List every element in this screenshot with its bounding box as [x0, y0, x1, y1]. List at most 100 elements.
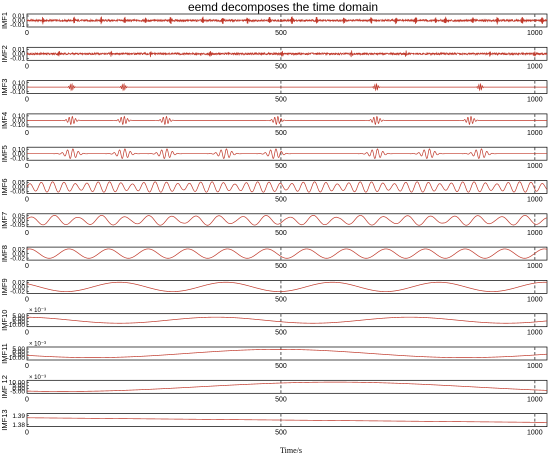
imf12-multiplier: × 10⁻³: [29, 375, 46, 381]
imf11-label: IMF11: [0, 343, 9, 364]
imf8-xtick-1: 500: [275, 263, 287, 270]
imf8-series-line: [26, 248, 548, 259]
imf3-ytick-0: 0.10: [12, 80, 25, 87]
imf12-ytick-0: 10.00: [9, 380, 26, 387]
imf10-ytick-2: -5.00: [10, 319, 25, 326]
imf7-ytick-1: 0.00: [12, 218, 25, 225]
imf9-frame: [26, 280, 548, 294]
imf13-xtick-0: 0: [25, 430, 29, 437]
imf11-xtick-0: 0: [25, 363, 29, 370]
imf12-label: IMF 12: [0, 375, 9, 398]
imf7-xtick-0: 0: [25, 230, 29, 237]
imf10-frame: [26, 313, 548, 328]
imf9-series-line: [26, 281, 548, 292]
chart-title: eemd decomposes the time domain: [188, 0, 378, 14]
imf5-series-line: [27, 148, 547, 159]
imf2-ytick-2: -0.01: [10, 56, 25, 63]
imf11-xtick-2: 1000: [527, 363, 543, 370]
imf6-xtick-0: 0: [25, 197, 29, 204]
imf1-ytick-0: 0.01: [12, 13, 25, 20]
imf2-label: IMF2: [0, 45, 9, 62]
imf5-xtick-2: 1000: [527, 163, 543, 170]
imf11-xtick-1: 500: [275, 363, 287, 370]
imf1-series-line: [26, 16, 548, 25]
imf4-ytick-2: -0.10: [10, 122, 25, 129]
imf12-ytick-3: -5.00: [10, 389, 25, 396]
imf7-ytick-0: 0.05: [12, 213, 25, 220]
imf13-frame: [26, 413, 548, 427]
imf10-multiplier: × 10⁻³: [29, 308, 46, 314]
imf11-series-line: [26, 349, 548, 358]
imf9-label: IMF9: [0, 278, 9, 295]
imf2-xtick-0: 0: [25, 63, 29, 70]
imf11-multiplier: × 10⁻³: [29, 342, 46, 348]
imf10-label: IMF10: [0, 310, 9, 331]
imf3-series-line: [27, 82, 547, 92]
imf7-label: IMF7: [0, 212, 9, 229]
imf12-ytick-1: 5.00: [12, 383, 25, 390]
imf10-xtick-2: 1000: [527, 330, 543, 337]
imf3-xtick-1: 500: [275, 97, 287, 104]
imf8-xtick-2: 1000: [527, 263, 543, 270]
imf9-xtick-2: 1000: [527, 296, 543, 303]
imf10-series-line: [27, 316, 548, 324]
imf13-series-line: [27, 417, 547, 423]
imf11-ytick-2: -5.00: [10, 352, 25, 359]
imf13-ytick-1: 1.38: [12, 422, 25, 429]
imf1-ytick-2: -0.01: [10, 22, 25, 29]
imf13-ytick-0: 1.39: [12, 413, 25, 420]
imf8-ytick-1: 0.00: [12, 251, 25, 258]
imf7-xtick-1: 500: [275, 230, 287, 237]
imf8-xtick-0: 0: [25, 263, 29, 270]
imf6-series-line: [26, 181, 548, 193]
imf3-xtick-0: 0: [25, 97, 29, 104]
imf1-xtick-0: 0: [25, 30, 29, 37]
imf2-series-line: [26, 50, 548, 58]
imf1-xtick-2: 1000: [527, 30, 543, 37]
imf10-xtick-0: 0: [25, 330, 29, 337]
x-axis-label: Time/s: [280, 446, 302, 455]
imf5-xtick-1: 500: [275, 163, 287, 170]
imf6-ytick-0: 0.05: [12, 180, 25, 187]
imf5-ytick-0: 0.10: [12, 146, 25, 153]
imf3-ytick-1: 0.00: [12, 84, 25, 91]
imf3-label: IMF3: [0, 79, 9, 96]
imf11-frame: [26, 346, 548, 361]
imf5-ytick-1: 0.00: [12, 151, 25, 158]
imf3-ytick-2: -0.10: [10, 89, 25, 96]
imf4-xtick-2: 1000: [527, 130, 543, 137]
imf4-ytick-1: 0.00: [12, 118, 25, 125]
imf12-ytick-2: 0.00: [12, 386, 25, 393]
imf2-xtick-1: 500: [275, 63, 287, 70]
imf6-label: IMF6: [0, 178, 9, 195]
imf10-ytick-1: 0.00: [12, 316, 25, 323]
imf2-ytick-0: 0.01: [12, 47, 25, 54]
imf6-xtick-1: 500: [275, 197, 287, 204]
imf9-ytick-0: 0.02: [12, 280, 25, 287]
imf4-xtick-0: 0: [25, 130, 29, 137]
imf13-xtick-2: 1000: [527, 430, 543, 437]
imf2-xtick-2: 1000: [527, 63, 543, 70]
imf4-ytick-0: 0.10: [12, 113, 25, 120]
imf9-ytick-2: -0.02: [10, 289, 25, 296]
imf12-xtick-0: 0: [25, 396, 29, 403]
imf4-series-line: [27, 115, 547, 126]
imf7-frame: [26, 213, 548, 228]
imf6-xtick-2: 1000: [527, 197, 543, 204]
imf10-ytick-0: 5.00: [12, 313, 25, 320]
imf11-ytick-0: 5.00: [12, 346, 25, 353]
imf8-ytick-0: 0.02: [12, 246, 25, 253]
imf12-frame: [26, 379, 548, 394]
imf6-ytick-2: -0.05: [10, 189, 25, 196]
imf4-label: IMF4: [0, 112, 9, 129]
imf2-ytick-1: 0.00: [12, 51, 25, 58]
imf7-xtick-2: 1000: [527, 230, 543, 237]
imf5-ytick-2: -0.10: [10, 155, 25, 162]
imf1-label: IMF1: [0, 12, 9, 29]
imf5-label: IMF5: [0, 145, 9, 162]
imf8-label: IMF8: [0, 245, 9, 262]
imf7-series-line: [26, 214, 548, 226]
imf13-xtick-1: 500: [275, 430, 287, 437]
